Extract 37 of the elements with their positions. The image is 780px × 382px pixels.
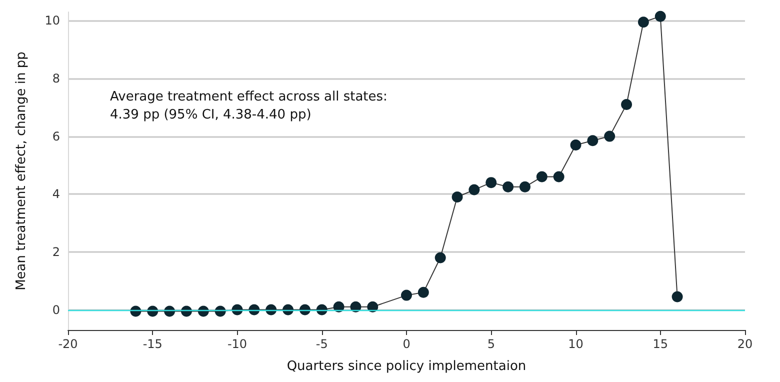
point: [553, 171, 564, 182]
point: [333, 301, 344, 312]
point: [654, 10, 666, 22]
x-tick-label: 5: [487, 337, 495, 351]
point: [519, 181, 530, 192]
point: [502, 181, 514, 192]
point: [604, 130, 616, 142]
y-tick-label: 6: [52, 129, 60, 144]
point: [434, 252, 446, 264]
y-axis-title: Mean treatment effect, change in pp: [14, 52, 29, 290]
point: [452, 192, 463, 203]
y-tick-label: 8: [52, 71, 60, 86]
x-tick-label: -5: [316, 337, 328, 351]
point: [638, 16, 649, 28]
point: [468, 184, 480, 196]
point: [367, 301, 378, 312]
y-tick-label: 4: [52, 187, 60, 202]
point: [570, 139, 582, 150]
x-tick-label: 10: [568, 337, 584, 351]
x-tick-label: 0: [402, 337, 410, 351]
point: [401, 290, 412, 301]
point: [486, 177, 497, 188]
point: [672, 291, 683, 302]
x-tick-label: -15: [142, 337, 162, 351]
point: [536, 171, 548, 182]
point: [587, 135, 598, 146]
point: [418, 286, 429, 298]
y-tick-label: 2: [52, 244, 60, 259]
y-tick-label: 10: [44, 14, 60, 28]
y-tick-label: 0: [52, 302, 60, 317]
x-tick-label: -20: [58, 337, 78, 351]
x-axis-title: Quarters since policy implementaion: [286, 359, 526, 374]
point: [621, 99, 632, 110]
x-tick-label: 15: [652, 337, 668, 351]
x-tick-label: 20: [737, 337, 753, 351]
annotation: Average treatment effect across all states: 4.39 pp (95% CI, 4.38-4.40 pp): [110, 90, 388, 122]
x-tick-label: -10: [227, 337, 248, 351]
